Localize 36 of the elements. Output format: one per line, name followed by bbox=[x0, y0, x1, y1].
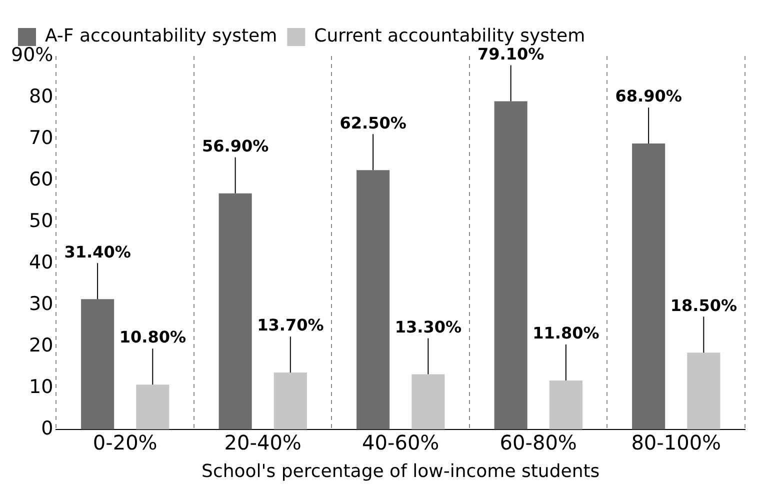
y-tick-label: 30 bbox=[29, 292, 54, 315]
data-label: 13.70% bbox=[257, 316, 324, 335]
data-label: 11.80% bbox=[532, 324, 600, 343]
bar bbox=[549, 380, 582, 430]
bar bbox=[81, 299, 114, 430]
y-tick-label: 80 bbox=[29, 85, 54, 108]
bar bbox=[274, 372, 307, 430]
data-label: 18.50% bbox=[670, 296, 737, 315]
data-label: 13.30% bbox=[394, 317, 462, 336]
y-tick-label: 70 bbox=[29, 126, 54, 149]
bar bbox=[218, 193, 252, 430]
data-label: 62.50% bbox=[340, 113, 406, 132]
bar bbox=[632, 144, 666, 430]
y-tick-label: 10 bbox=[29, 376, 54, 398]
data-label: 56.90% bbox=[202, 136, 269, 156]
x-tick-label: 40-60% bbox=[362, 430, 440, 455]
legend-label: Current accountability system bbox=[314, 26, 586, 47]
data-label: 10.80% bbox=[119, 328, 186, 347]
y-tick-label: 0 bbox=[41, 417, 54, 440]
bar bbox=[494, 101, 528, 430]
y-tick-label: 60 bbox=[29, 168, 54, 190]
x-axis-title: School's percentage of low-income students bbox=[202, 460, 600, 482]
bar bbox=[356, 170, 390, 430]
x-tick-label: 0-20% bbox=[92, 430, 158, 455]
bar bbox=[136, 384, 170, 430]
x-tick-label: 80-100% bbox=[631, 430, 722, 455]
data-label: 31.40% bbox=[64, 242, 131, 262]
x-tick-label: 60-80% bbox=[500, 430, 577, 455]
bar bbox=[687, 352, 720, 430]
y-tick-label: 50 bbox=[29, 210, 54, 232]
bar bbox=[412, 374, 445, 430]
y-tick-label: 40 bbox=[29, 251, 54, 274]
y-tick-label: 20 bbox=[29, 334, 54, 356]
x-tick-label: 20-40% bbox=[224, 430, 302, 455]
data-label: 68.90% bbox=[615, 86, 682, 106]
data-label: 79.10% bbox=[478, 44, 544, 64]
